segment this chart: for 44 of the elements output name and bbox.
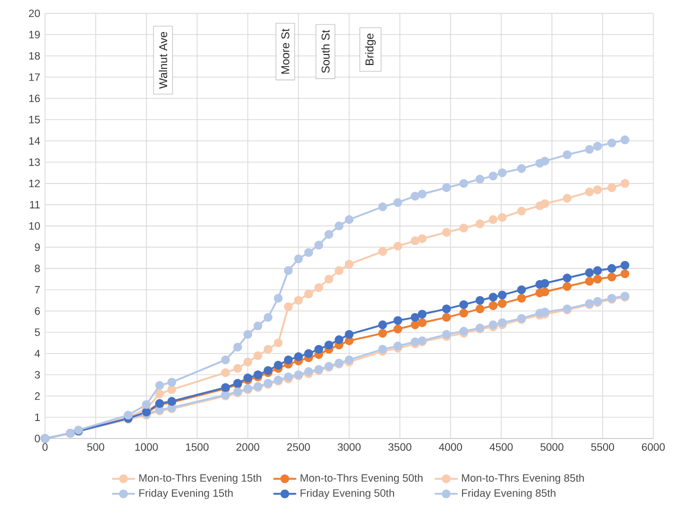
y-tick-label: 15 [29,116,40,124]
x-tick-label: 2000 [236,443,260,451]
y-tick-label: 2 [34,392,40,400]
x-tick-label: 6000 [642,443,665,451]
y-tick-label: 9 [34,243,40,251]
y-tick-label: 17 [29,73,40,81]
y-tick-label: 12 [29,180,40,188]
legend-label: Mon-to-Thrs Evening 50th [300,474,422,484]
y-tick-label: 11 [30,200,40,208]
y-tick-label: 7 [34,286,40,294]
y-tick-label: 3 [34,370,40,378]
x-tick-label: 2500 [287,443,310,451]
y-tick-label: 10 [29,222,40,230]
x-tick-label: 4000 [438,443,462,451]
x-tick-label: 5500 [591,443,614,451]
y-tick-label: 18 [29,52,40,60]
x-tick-label: 1000 [135,443,158,451]
legend-label: Mon-to-Thrs Evening 15th [139,474,262,484]
y-tick-label: 14 [29,137,40,144]
y-tick-label: 6 [34,307,40,315]
legend-label: Friday Evening 50th [300,488,394,499]
annotation: Bridge [365,33,376,65]
x-tick-label: 3500 [388,443,412,451]
y-tick-label: 0 [34,434,40,442]
y-tick-label: 4 [34,350,40,358]
legend-label: Mon-to-Thrs Evening 85th [462,474,584,484]
y-tick-label: 16 [29,94,40,102]
legend-label: Friday Evening 15th [139,488,233,499]
x-tick-label: 4500 [490,443,513,451]
y-tick-label: 19 [29,30,40,38]
legend-label: Friday Evening 85th [462,488,556,499]
annotation: Walnut Ave [158,32,168,89]
x-tick-label: 5000 [540,443,564,451]
y-tick-label: 8 [34,264,40,272]
y-tick-label: 20 [28,9,40,17]
annotation: Moore St [281,28,290,74]
annotation: South St [321,30,330,73]
x-tick-label: 3000 [338,443,361,451]
x-tick-label: 0 [42,443,48,451]
x-tick-label: 500 [87,443,104,451]
y-tick-label: 5 [34,328,40,336]
y-tick-label: 1 [35,413,40,421]
y-tick-label: 13 [29,158,40,166]
x-tick-label: 1500 [186,443,209,451]
